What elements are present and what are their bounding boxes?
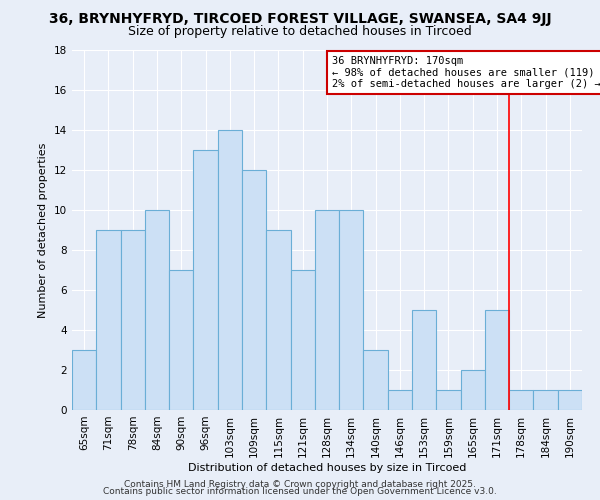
Bar bbox=[533, 390, 558, 410]
Bar bbox=[509, 390, 533, 410]
Bar bbox=[266, 230, 290, 410]
Bar bbox=[121, 230, 145, 410]
Bar bbox=[485, 310, 509, 410]
X-axis label: Distribution of detached houses by size in Tircoed: Distribution of detached houses by size … bbox=[188, 462, 466, 472]
Bar bbox=[242, 170, 266, 410]
Bar bbox=[388, 390, 412, 410]
Bar bbox=[315, 210, 339, 410]
Text: Size of property relative to detached houses in Tircoed: Size of property relative to detached ho… bbox=[128, 25, 472, 38]
Y-axis label: Number of detached properties: Number of detached properties bbox=[38, 142, 49, 318]
Text: 36 BRYNHYFRYD: 170sqm
← 98% of detached houses are smaller (119)
2% of semi-deta: 36 BRYNHYFRYD: 170sqm ← 98% of detached … bbox=[332, 56, 600, 89]
Text: 36, BRYNHYFRYD, TIRCOED FOREST VILLAGE, SWANSEA, SA4 9JJ: 36, BRYNHYFRYD, TIRCOED FOREST VILLAGE, … bbox=[49, 12, 551, 26]
Bar bbox=[72, 350, 96, 410]
Bar bbox=[412, 310, 436, 410]
Bar bbox=[193, 150, 218, 410]
Bar bbox=[96, 230, 121, 410]
Bar bbox=[558, 390, 582, 410]
Bar bbox=[436, 390, 461, 410]
Text: Contains public sector information licensed under the Open Government Licence v3: Contains public sector information licen… bbox=[103, 487, 497, 496]
Bar bbox=[290, 270, 315, 410]
Bar bbox=[364, 350, 388, 410]
Bar bbox=[145, 210, 169, 410]
Bar bbox=[169, 270, 193, 410]
Bar bbox=[218, 130, 242, 410]
Bar bbox=[339, 210, 364, 410]
Text: Contains HM Land Registry data © Crown copyright and database right 2025.: Contains HM Land Registry data © Crown c… bbox=[124, 480, 476, 489]
Bar bbox=[461, 370, 485, 410]
